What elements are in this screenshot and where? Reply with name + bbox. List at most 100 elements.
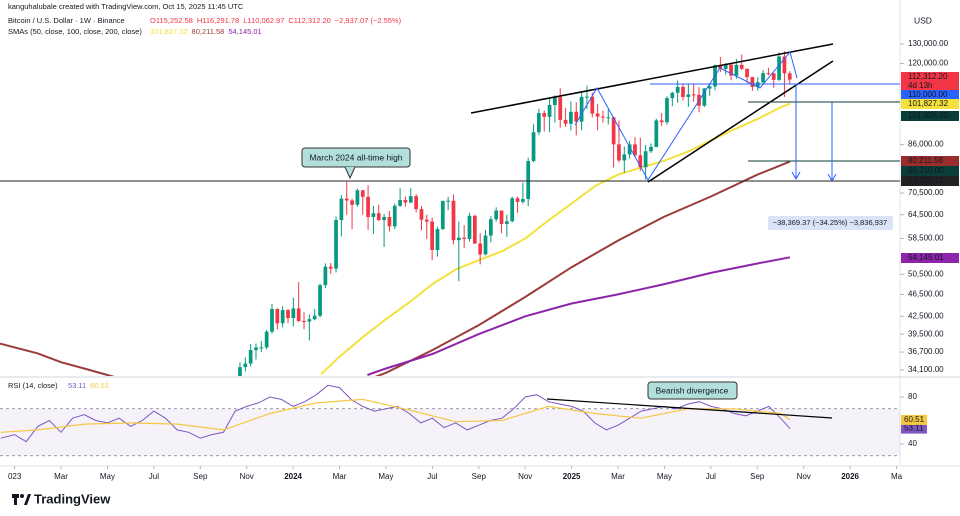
candle-body [542,113,547,117]
price-tag-label: 80,210.00 [908,166,944,175]
credit: kanguhalubale created with TradingView.c… [8,2,244,11]
candle-body [547,104,552,117]
candle-body [750,77,755,87]
candle-body [355,190,360,205]
price-tag-label: 73,825.73 [908,176,944,185]
candle-body [318,285,322,316]
candle-body [248,350,253,364]
x-tick-label: May [378,472,393,481]
x-tick-label: 2025 [563,472,581,481]
candle-body [659,120,664,123]
price-tag-label: 101,827.32 [908,99,949,108]
y-tick-label: 40 [908,439,917,448]
candle-body [296,308,301,321]
price-tag [901,156,959,166]
candle-body [371,213,376,217]
x-tick-label: 023 [8,472,22,481]
candle-body [472,215,477,244]
legend-value: H116,291.78 [197,16,239,25]
price-tag-label: 80,211.58 [908,156,944,165]
rsi-band [0,408,900,456]
sma-legend: SMAs (50, close, 100, close, 200, close) [8,27,142,36]
candle-body [483,235,488,255]
x-tick-label: Mar [54,472,68,481]
candle-body [494,210,499,220]
y-tick-label: 86,000.00 [908,140,944,149]
y-tick-label: 46,500.00 [908,290,944,299]
candle-body [579,96,584,122]
price-tag [901,90,959,100]
candle-body [467,215,472,239]
candle-body [681,86,685,97]
brand: TradingView [34,491,111,506]
candle-body [611,117,616,145]
y-tick-label: 39,500.00 [908,329,944,338]
x-tick-label: Jul [706,472,716,481]
y-tick-label: 80 [908,392,917,401]
candle-body [638,155,643,168]
price-tag-label: 54,145.01 [908,253,944,262]
value-tag [901,423,927,434]
x-tick-label: Mar [333,472,347,481]
candle-body [286,310,290,319]
candle-body [617,144,621,161]
drawings [0,43,900,419]
candle-body [718,65,723,70]
candle-body [328,266,333,269]
candle-body [264,331,269,348]
candle-body [761,73,765,83]
callout-pointer [344,166,356,180]
y-tick-label: 130,000.00 [908,39,949,48]
legend-value: L110,062.97 [243,16,284,25]
candle-body [654,120,659,147]
candle-body [531,132,536,162]
arrow-head [827,173,837,183]
candle-body [344,198,349,201]
candle-body [419,209,424,220]
candle-body [462,237,467,239]
x-tick-label: Jul [149,472,159,481]
price-tag-label: 110,000.00 [908,90,948,99]
candle-body [766,73,771,75]
legend-value: 101,827.32 [150,27,188,36]
rsi-line [0,384,791,443]
candle-body [478,243,483,255]
x-tick-label: Nov [518,472,532,481]
candle-body [739,64,744,69]
candle-body [649,146,653,152]
ohlc: O115,252.58 H116,291.78 L110,062.97 C112,31… [150,16,402,25]
trend-line [647,60,834,183]
candle-body [745,68,749,78]
candle-body [254,347,258,351]
rsi-pane [0,384,900,457]
legend-value: 53.11 [68,381,86,390]
legend-value: O115,252.58 [150,16,193,25]
candle-body [585,96,589,98]
x-tick-label: 2026 [841,472,859,481]
x-tick-label: Sep [193,472,208,481]
candle-body [398,200,402,206]
annotation: Bearish divergence [656,385,729,395]
candle-body [723,64,728,70]
value-tag [901,414,927,425]
callout-box [647,381,738,400]
legend-value: 60.51 [90,381,109,390]
candle-body [414,196,418,210]
candle-body [569,111,573,124]
x-tick-label: 2024 [284,472,302,481]
candle-body [515,198,520,202]
candle-body [270,308,274,332]
candle-body [665,98,669,123]
candle-body [574,111,579,122]
legend-value: −2,937.07 (−2.55%) [335,16,402,25]
candle-body [275,308,280,324]
candle-body [686,94,691,97]
candle-body [446,200,451,202]
price-tag-label: 112,312.20 [908,72,948,81]
legend-value: 80,211.58 [192,27,225,36]
price-tag [901,253,959,263]
pattern-line [574,50,798,181]
candle-body [782,56,787,74]
x-tick-label: Ma [891,472,903,481]
